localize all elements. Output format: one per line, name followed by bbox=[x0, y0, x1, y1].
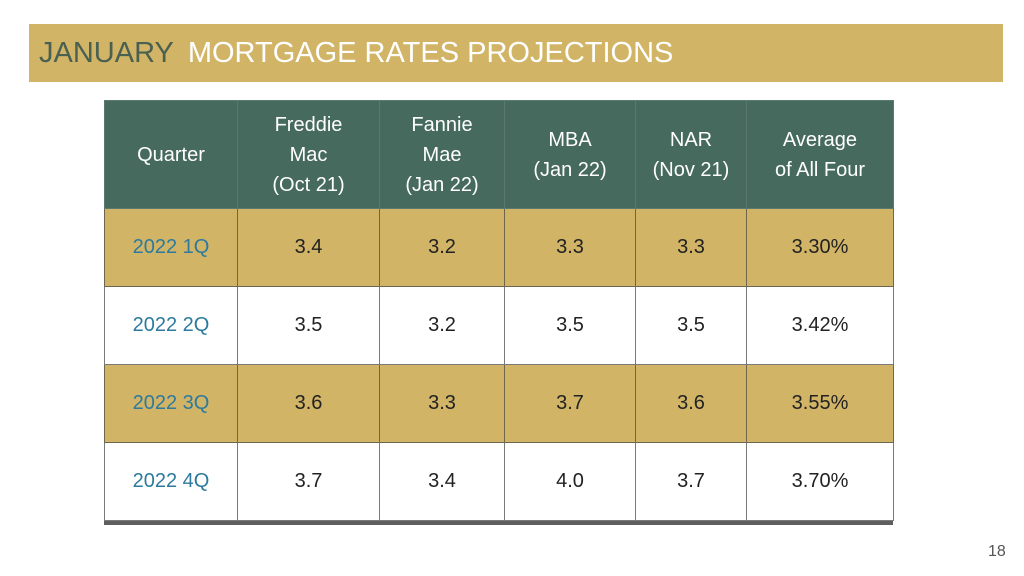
average-cell: 3.70% bbox=[746, 442, 894, 521]
header-line: (Jan 22) bbox=[533, 158, 607, 181]
mba-cell: 4.0 bbox=[504, 442, 636, 521]
nar-cell: 3.5 bbox=[635, 286, 747, 365]
header-nar: NAR (Nov 21) bbox=[635, 100, 747, 209]
header-average: Average of All Four bbox=[746, 100, 894, 209]
nar-cell: 3.6 bbox=[635, 364, 747, 443]
header-line: NAR bbox=[669, 128, 713, 151]
table-row: 2022 3Q 3.6 3.3 3.7 3.6 3.55% bbox=[104, 364, 894, 443]
fannie-mae-cell: 3.4 bbox=[379, 442, 505, 521]
header-line: (Nov 21) bbox=[652, 158, 730, 181]
fannie-mae-cell: 3.3 bbox=[379, 364, 505, 443]
projections-table: Quarter Freddie Mac (Oct 21) Fannie Mae … bbox=[104, 100, 894, 521]
page-number: 18 bbox=[988, 543, 1006, 560]
title-rest: MORTGAGE RATES PROJECTIONS bbox=[187, 37, 674, 69]
quarter-cell: 2022 4Q bbox=[104, 442, 238, 521]
header-line: of All Four bbox=[774, 158, 866, 181]
fannie-mae-cell: 3.2 bbox=[379, 208, 505, 287]
projections-table-container: Quarter Freddie Mac (Oct 21) Fannie Mae … bbox=[104, 100, 894, 525]
quarter-cell: 2022 2Q bbox=[104, 286, 238, 365]
freddie-mac-cell: 3.4 bbox=[237, 208, 380, 287]
table-row: 2022 1Q 3.4 3.2 3.3 3.3 3.30% bbox=[104, 208, 894, 287]
table-row: 2022 4Q 3.7 3.4 4.0 3.7 3.70% bbox=[104, 442, 894, 521]
mba-cell: 3.3 bbox=[504, 208, 636, 287]
header-fannie-mae: Fannie Mae (Jan 22) bbox=[379, 100, 505, 209]
table-row: 2022 2Q 3.5 3.2 3.5 3.5 3.42% bbox=[104, 286, 894, 365]
average-cell: 3.42% bbox=[746, 286, 894, 365]
header-line: MBA bbox=[548, 128, 592, 151]
quarter-cell: 2022 1Q bbox=[104, 208, 238, 287]
header-line: Fannie bbox=[411, 113, 473, 136]
header-freddie-mac: Freddie Mac (Oct 21) bbox=[237, 100, 380, 209]
header-line: Quarter bbox=[137, 143, 205, 166]
header-line: Freddie bbox=[274, 113, 343, 136]
mba-cell: 3.5 bbox=[504, 286, 636, 365]
header-mba: MBA (Jan 22) bbox=[504, 100, 636, 209]
freddie-mac-cell: 3.5 bbox=[237, 286, 380, 365]
quarter-cell: 2022 3Q bbox=[104, 364, 238, 443]
slide-title: JANUARY MORTGAGE RATES PROJECTIONS bbox=[39, 36, 673, 70]
title-bar: JANUARY MORTGAGE RATES PROJECTIONS bbox=[29, 24, 1003, 82]
header-line: Mae bbox=[422, 143, 462, 166]
nar-cell: 3.7 bbox=[635, 442, 747, 521]
header-line: (Jan 22) bbox=[405, 173, 479, 196]
mba-cell: 3.7 bbox=[504, 364, 636, 443]
average-cell: 3.55% bbox=[746, 364, 894, 443]
average-cell: 3.30% bbox=[746, 208, 894, 287]
freddie-mac-cell: 3.7 bbox=[237, 442, 380, 521]
header-line: Average bbox=[782, 128, 858, 151]
header-line: (Oct 21) bbox=[272, 173, 345, 196]
header-line: Mac bbox=[289, 143, 328, 166]
header-row: Quarter Freddie Mac (Oct 21) Fannie Mae … bbox=[104, 100, 894, 209]
header-quarter: Quarter bbox=[104, 100, 238, 209]
fannie-mae-cell: 3.2 bbox=[379, 286, 505, 365]
freddie-mac-cell: 3.6 bbox=[237, 364, 380, 443]
title-month: JANUARY bbox=[39, 37, 174, 69]
nar-cell: 3.3 bbox=[635, 208, 747, 287]
